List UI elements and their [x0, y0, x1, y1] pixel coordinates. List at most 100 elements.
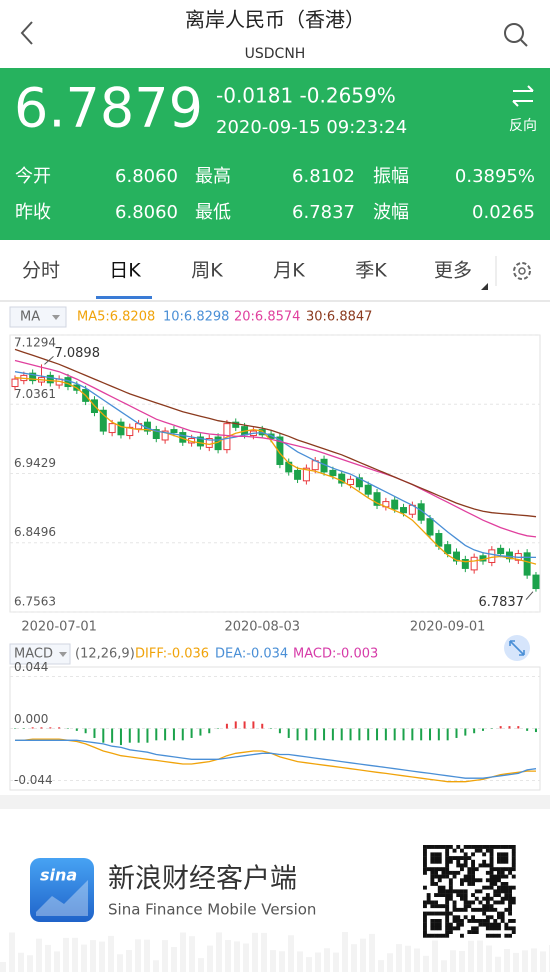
qr-module [504, 922, 509, 927]
qr-module [493, 878, 498, 883]
macd-bar [84, 728, 87, 734]
qr-module [423, 900, 427, 905]
qr-module [497, 845, 501, 849]
qr-module [489, 907, 494, 912]
period-tab[interactable]: 周K [191, 260, 223, 282]
macd-bar [481, 728, 484, 731]
dropdown-arrow [59, 652, 67, 657]
reverse-icon [512, 85, 534, 107]
macd-bar [217, 728, 220, 729]
decor-bar [405, 945, 411, 972]
qr-module [508, 885, 512, 890]
qr-module [434, 926, 438, 931]
qr-module [460, 863, 464, 868]
qr-module [500, 859, 505, 864]
qr-module [445, 911, 450, 916]
macd-bar [323, 728, 326, 741]
period-tab[interactable]: 月K [273, 260, 305, 282]
period-tabs: 分时 日K 周K 月K 季K 更多 [22, 260, 472, 282]
ma-line [14, 371, 537, 559]
qr-module [478, 848, 483, 853]
qr-module [437, 845, 442, 849]
app-name: 新浪财经客户端 [108, 864, 297, 895]
qr-module [445, 845, 450, 849]
decor-bar [270, 950, 276, 972]
back-button[interactable] [20, 21, 33, 45]
reverse-button[interactable]: 反向 [509, 85, 537, 134]
qr-module [493, 845, 498, 849]
indicator-selector[interactable] [9, 643, 71, 665]
stat-label: 波幅 [373, 202, 409, 223]
decor-bar [495, 956, 501, 972]
macd-bar [473, 728, 476, 734]
qr-module [504, 882, 509, 886]
qr-module [471, 852, 475, 857]
candle-body [400, 507, 408, 514]
qr-module [437, 926, 442, 931]
qr-module [504, 845, 509, 849]
qr-module [430, 904, 435, 909]
qr-module [430, 926, 435, 931]
qr-module [500, 867, 505, 872]
qr-module [445, 933, 450, 938]
y-tick-label: 0.044 [14, 660, 48, 674]
decor-bar [18, 952, 24, 972]
candle-body [294, 469, 302, 480]
indicator-selector[interactable] [9, 306, 67, 328]
qr-module [489, 856, 494, 860]
qr-module [471, 893, 475, 897]
expand-button[interactable] [504, 635, 530, 661]
macd-bar [384, 728, 387, 741]
app-logo [30, 858, 94, 922]
app-subtitle: Sina Finance Mobile Version [108, 901, 316, 919]
qr-module [460, 856, 464, 860]
qr-module [485, 878, 490, 883]
macd-bar [499, 726, 502, 729]
search-button[interactable] [504, 23, 528, 47]
decor-bar [261, 932, 267, 972]
qr-module [478, 863, 483, 868]
decor-bar [504, 949, 510, 972]
candle-body [302, 467, 310, 482]
qr-module [463, 878, 468, 883]
qr-module [456, 845, 461, 849]
stat-value: 0.0265 [472, 202, 535, 223]
settings-button[interactable] [513, 262, 531, 280]
settings-icon [518, 267, 526, 275]
macd-bar [526, 728, 529, 731]
qr-module [448, 882, 453, 886]
legend-entry: MACD:-0.003 [293, 647, 378, 662]
macd-line [15, 739, 537, 779]
qr-module [493, 882, 498, 886]
qr-module [497, 856, 501, 860]
qr-module [511, 856, 516, 860]
qr-module [456, 907, 461, 912]
macd-bar [508, 726, 511, 729]
qr-module [448, 878, 453, 883]
qr-module [511, 859, 516, 864]
decor-bar [153, 960, 159, 972]
qr-module [511, 900, 516, 905]
qr-module [471, 863, 475, 868]
qr-module [489, 867, 494, 872]
macd-bar [58, 727, 61, 729]
period-tab[interactable]: 季K [355, 260, 387, 282]
qr-module [511, 867, 516, 872]
qr-module [430, 845, 435, 849]
y-tick-label: 6.9429 [14, 456, 56, 470]
qr-module [497, 911, 501, 916]
candle-body [426, 518, 434, 536]
qr-module [437, 919, 442, 923]
qr-module [471, 900, 475, 905]
qr-module [445, 926, 450, 931]
stats: 今开 6.8060 最高 6.8102 振幅 0.3895% 昨收 6.8060 最低 6.783… [15, 166, 535, 223]
decor-bar [297, 951, 303, 972]
macd-line [15, 738, 536, 783]
qr-module [485, 863, 490, 868]
qr-module [437, 878, 442, 883]
period-tab[interactable]: 更多 [434, 260, 472, 282]
qr-module [493, 889, 498, 894]
period-tab[interactable]: 日K [109, 260, 141, 282]
qr-module [448, 930, 453, 934]
period-tab[interactable]: 分时 [22, 260, 60, 282]
